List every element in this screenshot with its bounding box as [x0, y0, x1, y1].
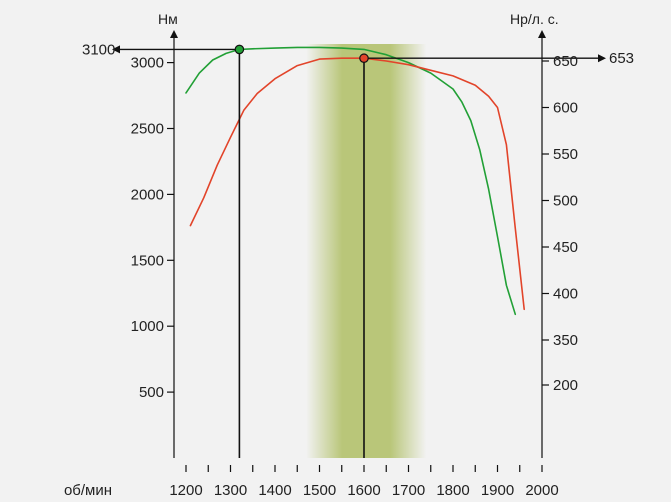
y-right-tick-label: 600: [553, 100, 578, 117]
y-right-tick-label: 650: [553, 53, 578, 70]
torque-peak-arrow: [112, 45, 120, 54]
x-tick-label: 1800: [436, 482, 469, 499]
x-tick-label: 1200: [169, 482, 202, 499]
y-left-tick-label: 2500: [131, 121, 164, 138]
power-peak-label: 653: [609, 50, 634, 67]
y-right-tick-label: 200: [553, 377, 578, 394]
x-tick-label: 1400: [258, 482, 291, 499]
torque-peak-point: [234, 44, 245, 55]
y-left-tick-label: 3000: [131, 55, 164, 72]
y-right-tick-label: 400: [553, 286, 578, 303]
x-tick-label: 1500: [303, 482, 336, 499]
x-tick-label: 1900: [481, 482, 514, 499]
axes: [167, 30, 549, 472]
torque-curve: [185, 46, 517, 316]
x-tick-label: 1700: [392, 482, 425, 499]
y-right-tick-label: 450: [553, 239, 578, 256]
right-axis-arrow: [538, 30, 546, 38]
left-axis-arrow: [170, 30, 178, 38]
x-tick-label: 2000: [525, 482, 558, 499]
x-tick-label: 1300: [214, 482, 247, 499]
y-right-unit-label: Hp/л. с.: [510, 11, 559, 27]
power-peak-point: [359, 53, 369, 64]
x-tick-label: 1600: [347, 482, 380, 499]
power-peak-arrow: [598, 54, 606, 63]
y-left-unit-label: Нм: [158, 11, 178, 27]
y-right-tick-label: 550: [553, 146, 578, 163]
rpm-highlight-band: [306, 44, 427, 458]
y-right-tick-label: 500: [553, 193, 578, 210]
y-right-tick-label: 350: [553, 332, 578, 349]
y-left-tick-label: 1500: [131, 252, 164, 269]
x-axis-label: об/мин: [64, 482, 112, 499]
y-left-tick-label: 2000: [131, 186, 164, 203]
y-left-tick-label: 1000: [131, 318, 164, 335]
y-left-tick-label: 500: [139, 384, 164, 401]
torque-peak-label: 3100: [82, 41, 115, 58]
